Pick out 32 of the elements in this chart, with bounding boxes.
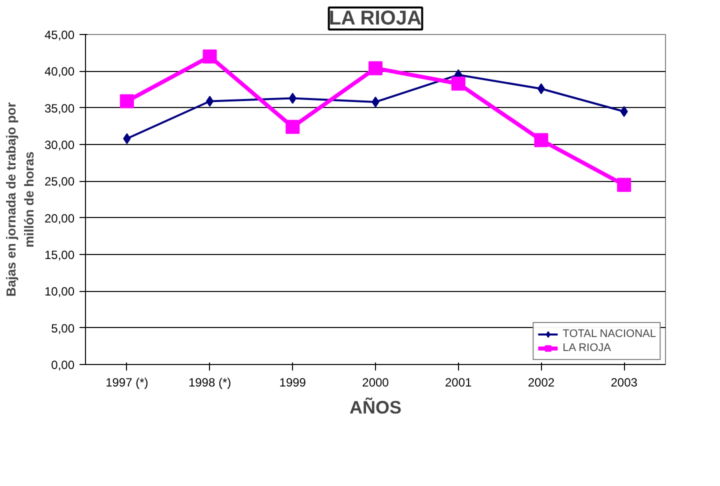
point — [120, 94, 134, 108]
x-tick-label: 1997 (*) — [106, 376, 148, 390]
point — [206, 96, 214, 107]
y-axis-title: Bajas en jornada de trabajo por millón de horas — [3, 102, 36, 297]
point — [620, 106, 628, 117]
y-tick-label: 30,00 — [44, 138, 75, 152]
point — [617, 178, 632, 192]
point — [202, 50, 217, 64]
y-tick-label: 10,00 — [44, 284, 75, 299]
y-tick-label: 40,00 — [44, 64, 75, 79]
x-tick-label: 1999 — [279, 376, 306, 390]
x-tick-label: 2001 — [445, 376, 472, 390]
point — [286, 120, 300, 134]
x-tick-label: 2000 — [362, 376, 390, 390]
point — [534, 133, 548, 148]
y-tick-label: 5,00 — [51, 321, 75, 336]
y-tick-label: 20,00 — [44, 211, 75, 226]
chart-title: LA RIOJA — [328, 8, 422, 30]
x-axis-title: AÑOS — [350, 396, 402, 418]
y-tick-label: 15,00 — [44, 248, 75, 262]
legend-label: LA RIOJA — [562, 341, 611, 355]
y-tick-label: 0,00 — [51, 358, 75, 372]
y-tick-label: 45,00 — [44, 28, 75, 42]
y-tick-label: 25,00 — [44, 174, 75, 189]
x-tick-label: 2002 — [528, 376, 555, 390]
x-tick-label: 1998 (*) — [188, 376, 232, 390]
y-tick-label: 35,00 — [44, 101, 75, 116]
point — [451, 76, 466, 91]
legend-label: TOTAL NACIONAL — [562, 327, 656, 341]
point — [368, 61, 382, 76]
point — [537, 83, 546, 94]
x-tick-label: 2003 — [610, 376, 638, 390]
